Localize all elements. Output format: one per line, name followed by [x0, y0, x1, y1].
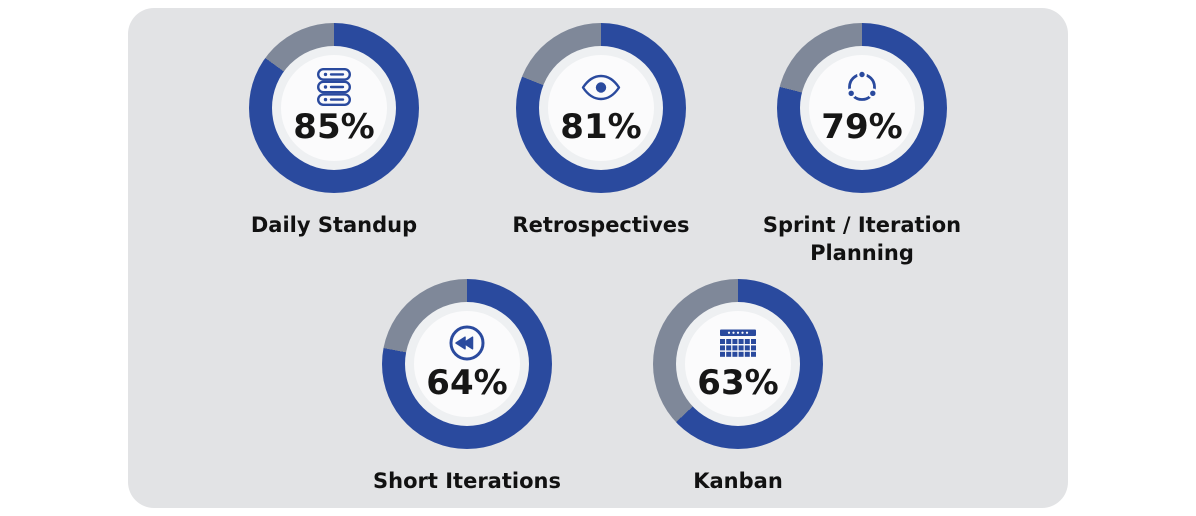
donut-item-retrospectives: 81% Retrospectives [481, 23, 721, 239]
donut-center: 64% [414, 311, 520, 417]
percent-value: 85% [293, 107, 375, 147]
donut-center: 79% [809, 55, 915, 161]
donut-label: Daily Standup [250, 213, 418, 237]
server-stack-icon [317, 67, 351, 107]
donut-center: 85% [281, 55, 387, 161]
percent-value: 79% [821, 107, 903, 147]
infographic-card: 85% Daily Standup 81% Retrospectives [128, 8, 1068, 508]
donut-chart-short-iterations: 64% [382, 279, 552, 449]
donut-chart-daily-standup: 85% [249, 23, 419, 193]
donut-item-daily-standup: 85% Daily Standup [214, 23, 454, 239]
percent-value: 81% [560, 107, 642, 147]
cycle-icon [844, 67, 880, 107]
donut-label: Sprint / Iteration Planning [762, 213, 962, 265]
donut-item-sprint-iteration-planning: 79% Sprint / Iteration Planning [742, 23, 982, 267]
donut-label: Kanban [693, 469, 783, 493]
donut-chart-retrospectives: 81% [516, 23, 686, 193]
donut-item-short-iterations: 64% Short Iterations [347, 279, 587, 495]
donut-label: Retrospectives [512, 213, 690, 237]
donut-center: 63% [685, 311, 791, 417]
eye-icon [581, 67, 621, 107]
rewind-icon [448, 323, 486, 363]
percent-value: 64% [426, 363, 508, 403]
kanban-board-icon [719, 323, 757, 363]
donut-chart-sprint-iteration-planning: 79% [777, 23, 947, 193]
donut-label: Short Iterations [373, 469, 561, 493]
percent-value: 63% [697, 363, 779, 403]
donut-center: 81% [548, 55, 654, 161]
donut-chart-kanban: 63% [653, 279, 823, 449]
donut-item-kanban: 63% Kanban [618, 279, 858, 495]
